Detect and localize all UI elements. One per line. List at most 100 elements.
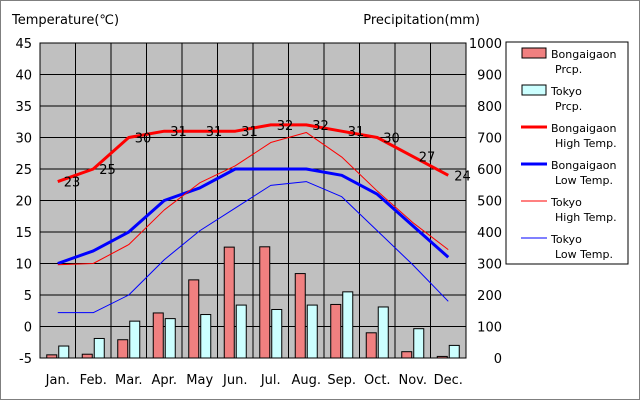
- bar-tokyo-prcp: [271, 308, 283, 359]
- high-temp-label: 23: [64, 176, 81, 191]
- legend-label-sub: Low Temp.: [555, 174, 613, 187]
- x-tick-label: Aug.: [291, 373, 321, 388]
- temperature-lines: [57, 123, 450, 314]
- legend-label-sub: Prcp.: [555, 100, 582, 113]
- high-temp-label: 31: [348, 125, 365, 140]
- right-axis-title: Precipitation(mm): [363, 13, 480, 28]
- bar-tokyo-prcp: [413, 328, 425, 359]
- right-tick-label: 0: [494, 352, 502, 367]
- legend-swatch: [521, 84, 547, 96]
- legend-label-sub: Low Temp.: [555, 248, 613, 261]
- bar-bongaigaon-prcp: [401, 351, 413, 359]
- legend-label: Tokyo: [550, 233, 582, 246]
- high-temp-label: 31: [170, 125, 187, 140]
- bar-bongaigaon-prcp: [294, 273, 306, 359]
- legend-label: Tokyo: [550, 85, 582, 98]
- x-tick-label: Dec.: [434, 373, 463, 388]
- high-temp-label: 31: [241, 125, 258, 140]
- legend-label: Tokyo: [550, 196, 582, 209]
- legend-box: [505, 41, 629, 265]
- bar-bongaigaon-prcp: [330, 303, 342, 359]
- left-tick-label: 35: [15, 100, 32, 115]
- x-tick-label: Oct.: [364, 373, 391, 388]
- high-temp-value-labels: 23 25 30 31 31 31 32 32 31 30 27 24: [64, 119, 471, 191]
- bar-tokyo-prcp: [200, 314, 212, 359]
- bar-bongaigaon-prcp: [117, 339, 129, 359]
- left-tick-label: 10: [15, 258, 32, 273]
- high-temp-label: 25: [99, 163, 116, 178]
- bar-tokyo-prcp: [235, 304, 247, 359]
- right-tick-label: 1000: [469, 37, 502, 52]
- right-tick-label: 800: [477, 100, 502, 115]
- x-tick-label: Apr.: [152, 373, 177, 388]
- bar-tokyo-prcp: [448, 344, 460, 359]
- left-tick-label: -5: [19, 352, 32, 367]
- legend-label-sub: High Temp.: [555, 211, 617, 224]
- right-tick-label: 400: [477, 226, 502, 241]
- x-tick-label: May: [186, 373, 213, 388]
- bar-tokyo-prcp: [164, 318, 176, 359]
- high-temp-label: 32: [277, 119, 294, 134]
- x-tick-label: Mar.: [115, 373, 142, 388]
- legend-label: Bongaigaon: [551, 48, 616, 61]
- right-tick-label: 900: [477, 69, 502, 84]
- x-axis-ticks: Jan. Feb. Mar. Apr. May Jun. Jul. Aug. Sep. Oct. N…: [45, 373, 463, 388]
- left-tick-label: 20: [15, 195, 32, 210]
- high-temp-label: 30: [383, 132, 400, 147]
- bar-bongaigaon-prcp: [259, 246, 271, 359]
- high-temp-label: 31: [206, 125, 223, 140]
- left-tick-label: 45: [15, 37, 32, 52]
- tokyo-low-temp-line: [57, 181, 449, 314]
- bar-tokyo-prcp: [342, 291, 354, 359]
- bar-tokyo-prcp: [93, 337, 105, 359]
- left-tick-label: 40: [15, 69, 32, 84]
- gridlines: [40, 43, 466, 358]
- legend-label: Bongaigaon: [551, 159, 616, 172]
- bar-bongaigaon-prcp: [365, 332, 377, 359]
- x-tick-label: Jun.: [222, 373, 247, 388]
- bar-bongaigaon-prcp: [188, 279, 200, 359]
- tokyo-high-temp-line: [57, 131, 449, 266]
- bar-bongaigaon-prcp: [46, 354, 58, 359]
- bar-bongaigaon-prcp: [152, 312, 164, 359]
- legend-label-sub: High Temp.: [555, 137, 617, 150]
- bar-tokyo-prcp: [58, 345, 70, 359]
- high-temp-label: 32: [312, 119, 329, 134]
- bar-bongaigaon-prcp: [81, 353, 93, 359]
- legend-label-sub: Prcp.: [555, 63, 582, 76]
- x-tick-label: Jul.: [260, 373, 281, 388]
- bar-bongaigaon-prcp: [436, 355, 448, 359]
- right-tick-label: 700: [477, 132, 502, 147]
- x-tick-label: Sep.: [327, 373, 356, 388]
- bar-tokyo-prcp: [377, 306, 389, 359]
- left-tick-label: 5: [24, 289, 32, 304]
- high-temp-label: 30: [135, 132, 152, 147]
- left-tick-label: 0: [24, 321, 32, 336]
- legend-label: Bongaigaon: [551, 122, 616, 135]
- high-temp-label: 24: [454, 169, 471, 184]
- right-tick-label: 600: [477, 163, 502, 178]
- right-tick-label: 100: [477, 321, 502, 336]
- right-tick-label: 200: [477, 289, 502, 304]
- bongaigaon-high-temp-line: [57, 123, 449, 184]
- right-axis-ticks: 0 100 200 300 400 500 600 700 800 900 1000: [469, 37, 502, 367]
- high-temp-label: 27: [419, 150, 436, 165]
- left-tick-label: 15: [15, 226, 32, 241]
- x-tick-label: Jan.: [45, 373, 70, 388]
- legend: Bongaigaon Prcp. Tokyo Prcp. Bongaigaon High …: [505, 41, 629, 265]
- bongaigaon-low-temp-line: [57, 167, 450, 265]
- left-tick-label: 25: [15, 163, 32, 178]
- legend-swatch: [521, 47, 547, 59]
- right-tick-label: 300: [477, 258, 502, 273]
- precipitation-bars: [46, 246, 460, 359]
- left-tick-label: 30: [15, 132, 32, 147]
- x-tick-label: Nov.: [399, 373, 428, 388]
- left-axis-title: Temperature(℃): [11, 13, 119, 28]
- x-tick-label: Feb.: [80, 373, 107, 388]
- right-tick-label: 500: [477, 195, 502, 210]
- bar-bongaigaon-prcp: [223, 246, 235, 359]
- bar-tokyo-prcp: [129, 320, 141, 359]
- bar-tokyo-prcp: [306, 304, 318, 359]
- left-axis-ticks: -5 0 5 10 15 20 25 30 35 40 45: [15, 37, 32, 367]
